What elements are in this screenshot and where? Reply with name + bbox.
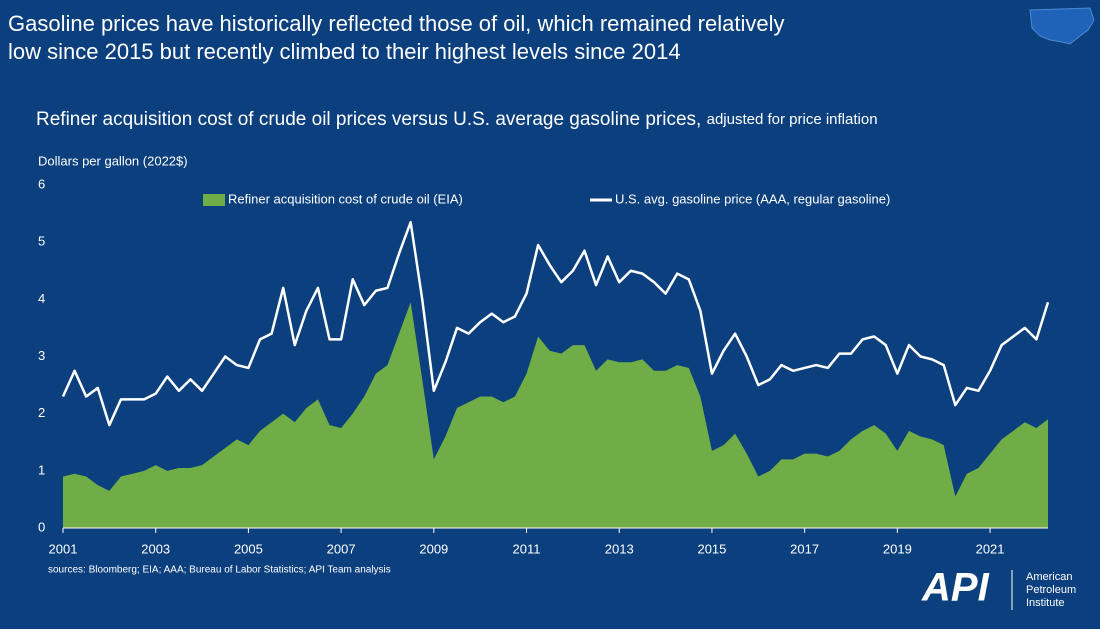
area [63, 302, 1048, 528]
legend-swatch [203, 194, 225, 206]
x-tick-label: 2005 [234, 541, 263, 556]
y-tick-label: 2 [38, 405, 45, 420]
y-axis-label: Dollars per gallon (2022$) [38, 153, 188, 168]
logo-text: Institute [1026, 597, 1065, 609]
subtitle: Refiner acquisition cost of crude oil pr… [36, 109, 878, 130]
y-tick-label: 5 [38, 234, 45, 249]
logo-text: American [1026, 571, 1072, 583]
x-tick-label: 2001 [49, 541, 78, 556]
subtitle-note: adjusted for price inflation [707, 111, 878, 128]
subtitle-main: Refiner acquisition cost of crude oil pr… [36, 109, 701, 130]
x-tick-label: 2017 [790, 541, 819, 556]
x-tick-label: 2015 [697, 541, 726, 556]
y-tick-label: 4 [38, 291, 45, 306]
source: sources: Bloomberg; EIA; AAA; Bureau of … [48, 565, 391, 576]
x-tick-label: 2021 [976, 541, 1005, 556]
logo-mark: API [921, 566, 990, 610]
x-tick-label: 2007 [327, 541, 356, 556]
y-tick-label: 3 [38, 348, 45, 363]
x-tick-label: 2011 [513, 541, 541, 556]
map-shape [1029, 7, 1095, 45]
x-tick-label: 2009 [419, 541, 448, 556]
x-tick-label: 2013 [605, 541, 634, 556]
x-tick-label: 2019 [883, 541, 912, 556]
chart-title: Gasoline prices have historically reflec… [8, 11, 784, 36]
us-map-icon [1029, 7, 1095, 45]
y-tick-label: 0 [38, 519, 45, 534]
chart-title: low since 2015 but recently climbed to t… [8, 39, 681, 64]
logo-text: Petroleum [1026, 584, 1076, 596]
y-tick-label: 6 [38, 176, 45, 191]
legend-label: Refiner acquisition cost of crude oil (E… [228, 191, 463, 206]
y-tick-label: 1 [38, 462, 45, 477]
line [61, 220, 1050, 427]
logo: API American Petroleum Institute [921, 566, 1076, 610]
x-tick-label: 2003 [141, 541, 170, 556]
legend-label: U.S. avg. gasoline price (AAA, regular g… [615, 191, 890, 206]
